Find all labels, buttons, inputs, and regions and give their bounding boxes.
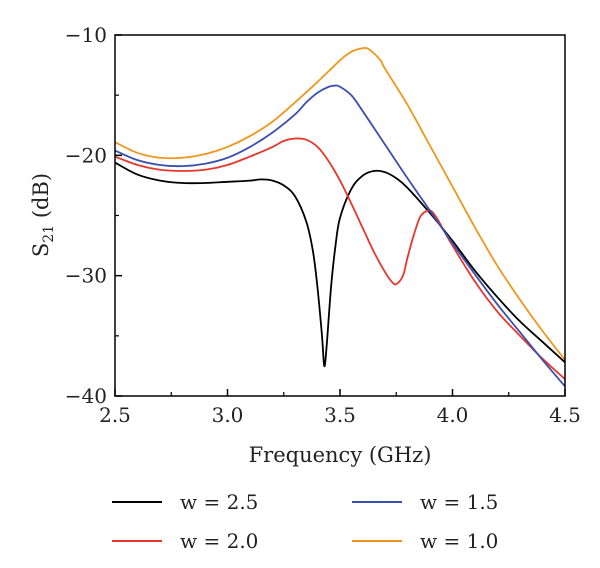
y-tick-label: −40	[65, 384, 107, 408]
series-line-4	[115, 47, 565, 361]
series-line-3	[115, 84, 565, 387]
series-layer	[115, 47, 565, 387]
legend-label: w = 1.0	[420, 529, 498, 553]
legend-label: w = 2.5	[180, 490, 258, 514]
legend-label: w = 2.0	[180, 529, 258, 553]
x-tick-label: 2.5	[99, 403, 131, 427]
x-tick-label: 3.0	[212, 403, 244, 427]
y-tick-label: −10	[65, 23, 107, 47]
y-axis-label-subscript: 21	[41, 225, 57, 243]
y-tick-label: −30	[65, 264, 107, 288]
x-tick-label: 4.5	[549, 403, 581, 427]
x-axis-ticks: 2.5 3.0 3.5 4.0 4.5	[99, 389, 581, 427]
y-axis-ticks: −10 −20 −30 −40	[65, 23, 122, 408]
x-tick-label: 3.5	[324, 403, 356, 427]
y-axis-label-main: S	[29, 243, 53, 257]
y-axis-label-unit: (dB)	[29, 173, 53, 225]
y-axis-label: S21 (dB)	[29, 173, 57, 257]
x-axis-label: Frequency (GHz)	[249, 443, 432, 467]
y-tick-label: −20	[65, 143, 107, 167]
legend-label: w = 1.5	[420, 490, 498, 514]
x-tick-label: 4.0	[437, 403, 469, 427]
series-line-2	[115, 137, 565, 380]
legend: w = 2.5 w = 2.0 w = 1.5 w = 1.0	[112, 490, 498, 553]
